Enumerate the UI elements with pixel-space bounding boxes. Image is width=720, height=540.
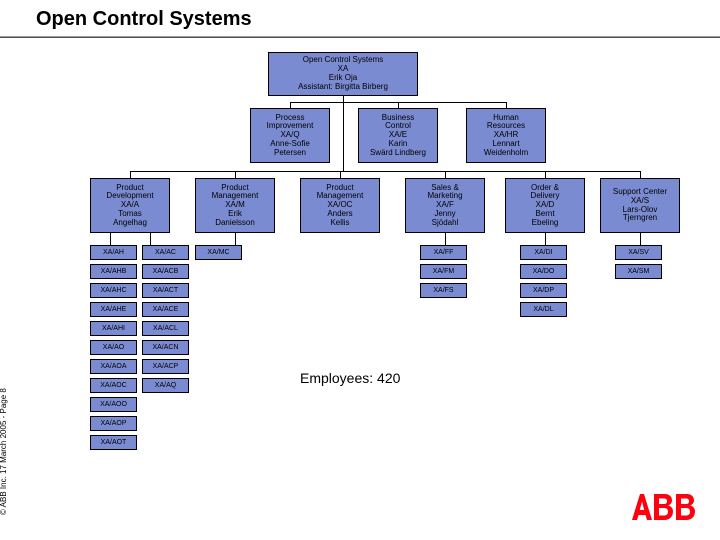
footer-side-text: © ABB Inc. 17 March 2005 - Page 8 (0, 388, 8, 515)
cell-colB-4: XA/ACL (142, 321, 189, 336)
cell-colC-0: XA/MC (195, 245, 242, 260)
cell-colA-8: XA/AOO (90, 397, 137, 412)
cell-colB-0: XA/AC (142, 245, 189, 260)
org-row3-0: ProductDevelopmentXA/ATomasAngelhag (90, 178, 170, 233)
cell-colB-3: XA/ACE (142, 302, 189, 317)
cell-colA-5: XA/AO (90, 340, 137, 355)
cell-colF-1: XA/FM (420, 264, 467, 279)
org-row2-1: BusinessControlXA/EKarinSwärd Lindberg (358, 108, 438, 163)
org-row3-4: Order &DeliveryXA/DBerntEbeling (505, 178, 585, 233)
org-row3-5: Support CenterXA/SLars-OlovTjerngren (600, 178, 680, 233)
cell-colA-6: XA/AOA (90, 359, 137, 374)
cell-colA-2: XA/AHC (90, 283, 137, 298)
title-rule (0, 36, 720, 38)
cell-colB-6: XA/ACP (142, 359, 189, 374)
cell-colG-3: XA/DL (520, 302, 567, 317)
cell-colA-3: XA/AHE (90, 302, 137, 317)
cell-colB-1: XA/ACB (142, 264, 189, 279)
cell-colB-2: XA/ACT (142, 283, 189, 298)
cell-colH-0: XA/SV (615, 245, 662, 260)
cell-colA-1: XA/AHB (90, 264, 137, 279)
cell-colG-2: XA/DP (520, 283, 567, 298)
slide-title: Open Control Systems (36, 8, 252, 31)
org-row2-2: HumanResourcesXA/HRLennartWeidenholm (466, 108, 546, 163)
cell-colB-7: XA/AQ (142, 378, 189, 393)
cell-colF-2: XA/FS (420, 283, 467, 298)
org-root: Open Control SystemsXAErik OjaAssistant:… (268, 52, 418, 96)
cell-colH-1: XA/SM (615, 264, 662, 279)
org-row3-1: ProductManagementXA/MErikDanielsson (195, 178, 275, 233)
cell-colB-5: XA/ACN (142, 340, 189, 355)
cell-colA-7: XA/AOC (90, 378, 137, 393)
abb-logo (632, 494, 696, 520)
cell-colA-4: XA/AHI (90, 321, 137, 336)
cell-colG-0: XA/DI (520, 245, 567, 260)
employees-label: Employees: 420 (300, 370, 400, 386)
cell-colA-9: XA/AOP (90, 416, 137, 431)
org-row3-3: Sales &MarketingXA/FJennySjödahl (405, 178, 485, 233)
org-row3-2: ProductManagementXA/OCAndersKellis (300, 178, 380, 233)
cell-colG-1: XA/DO (520, 264, 567, 279)
cell-colA-10: XA/AOT (90, 435, 137, 450)
cell-colF-0: XA/FF (420, 245, 467, 260)
cell-colA-0: XA/AH (90, 245, 137, 260)
org-row2-0: ProcessImprovementXA/QAnne-SofiePetersen (250, 108, 330, 163)
